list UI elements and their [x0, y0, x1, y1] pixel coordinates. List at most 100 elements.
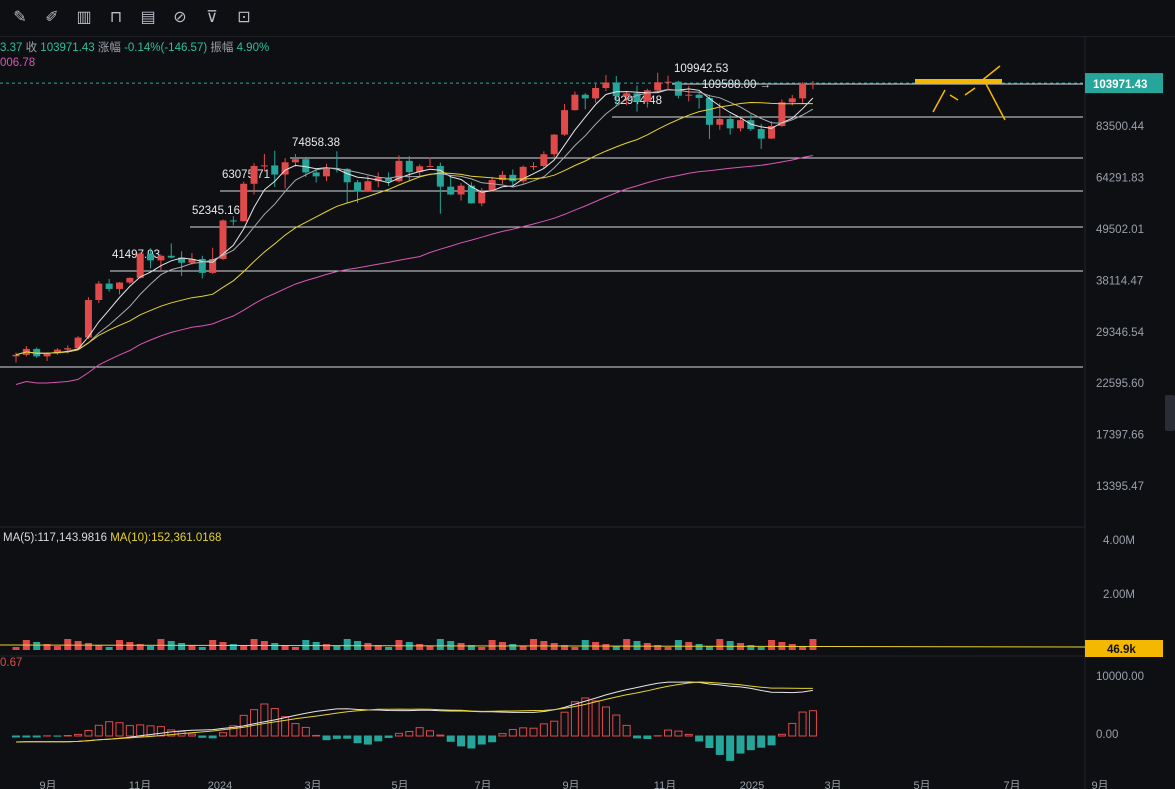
volume-bar — [716, 639, 724, 650]
volume-bar — [240, 646, 248, 650]
macd-value: 0.67 — [0, 657, 23, 669]
ma-value: 006.78 — [0, 57, 36, 69]
candle-body — [623, 93, 631, 97]
price-axis-label: 38114.47 — [1096, 275, 1143, 287]
candle-body — [12, 354, 20, 357]
macd-histogram-bar — [384, 735, 393, 738]
ma5-line — [15, 88, 814, 356]
macd-histogram-bar — [570, 701, 579, 737]
macd-histogram-bar — [446, 735, 455, 742]
macd-dea-line — [15, 681, 813, 743]
macd-histogram-bar — [798, 711, 807, 737]
volume-bar — [385, 647, 393, 650]
volume-bar — [250, 639, 258, 650]
time-axis-label: 3月 — [824, 780, 841, 789]
volume-ma10-label: MA(10):152,361.0168 — [110, 532, 222, 544]
pencil-icon[interactable]: ✎ — [13, 9, 27, 26]
candle-body — [136, 253, 144, 278]
macd-histogram-bar — [601, 706, 610, 737]
macd-histogram-bar — [612, 714, 621, 737]
macd-histogram-bar — [560, 711, 569, 737]
macd-histogram-bar — [746, 735, 755, 751]
candle-body — [84, 299, 92, 338]
macd-histogram-bar — [591, 700, 600, 737]
volume-bar — [333, 646, 341, 650]
candle-body — [768, 125, 776, 139]
time-axis-label: 7月 — [1003, 780, 1020, 789]
macd-histogram-bar — [457, 735, 466, 747]
macd-histogram-bar — [581, 697, 590, 737]
macd-histogram-bar — [550, 720, 559, 737]
filter-icon[interactable]: ⊽ — [206, 9, 218, 26]
magnet-icon[interactable]: ⊘ — [173, 9, 187, 26]
candle-body — [416, 166, 424, 173]
level-label-109588: 109588.00 → — [702, 79, 771, 91]
candle-body — [95, 283, 103, 300]
price-axis-label: 64291.83 — [1096, 173, 1144, 185]
candle-body — [178, 257, 186, 263]
price-axis-label: 83500.44 — [1096, 121, 1145, 133]
candle-body — [705, 97, 713, 125]
candle-body — [33, 348, 41, 357]
volume-bar — [540, 641, 548, 650]
volume-axis-label: 4.00M — [1103, 535, 1135, 547]
volume-bar — [64, 639, 72, 650]
volume-bar — [126, 642, 134, 650]
volume-bar — [674, 640, 682, 650]
macd-histogram-bar — [281, 716, 290, 737]
lock-icon[interactable]: ⊓ — [109, 9, 123, 26]
macd-histogram-bar — [12, 735, 20, 738]
macd-histogram-bar — [115, 722, 124, 737]
macd-histogram-bar — [187, 733, 196, 737]
candle-body — [540, 154, 548, 166]
candle-body — [250, 165, 258, 184]
macd-histogram-bar — [477, 735, 486, 745]
candle-body — [364, 181, 372, 192]
macd-histogram-bar — [84, 729, 93, 737]
macd-histogram-bar — [695, 735, 704, 742]
drawing-toolbar: ✎ ✐ ▥ ⊓ ▤ ⊘ ⊽ ⊡ — [0, 0, 1175, 37]
volume-bar — [188, 645, 196, 650]
macd-histogram-bar — [363, 735, 372, 745]
candle-body — [478, 191, 486, 204]
volume-bar — [12, 647, 20, 650]
macd-histogram-bar — [229, 725, 238, 737]
volume-bar — [147, 646, 155, 650]
candle-body — [509, 174, 517, 182]
volume-ma5-label: MA(5):117,143.9816 — [3, 532, 107, 544]
volume-bar — [157, 639, 165, 650]
candle-body — [737, 120, 744, 129]
candle-body — [695, 94, 703, 98]
macd-histogram-bar — [788, 722, 797, 737]
draw-icon[interactable]: ✐ — [45, 9, 59, 26]
volume-bar — [33, 642, 41, 650]
open-value: 3.37 — [0, 42, 23, 54]
volume-bar — [478, 647, 486, 650]
macd-histogram-bar — [219, 732, 227, 737]
candle-body — [488, 180, 496, 192]
candle-body — [395, 160, 403, 182]
close-value: 103971.43 — [40, 42, 95, 54]
candles-icon[interactable]: ▥ — [76, 9, 92, 26]
note-icon[interactable]: ▤ — [140, 9, 156, 26]
macd-histogram-bar — [374, 735, 383, 742]
time-axis-label: 2024 — [208, 780, 232, 789]
candle-body — [426, 165, 434, 167]
volume-bar — [178, 643, 186, 650]
macd-histogram-bar — [539, 723, 548, 737]
candle-body — [374, 177, 382, 182]
volume-bar — [788, 644, 796, 650]
scroll-handle[interactable] — [1165, 395, 1175, 431]
macd-histogram-bar — [260, 703, 269, 737]
trash-icon[interactable]: ⊡ — [237, 9, 251, 26]
volume-bar — [302, 640, 310, 650]
current-price-badge — [1085, 73, 1163, 94]
candle-body — [778, 102, 786, 126]
time-axis-label: 11月 — [129, 780, 151, 789]
volume-bar — [581, 640, 589, 650]
macd-histogram-bar — [136, 724, 145, 737]
time-axis-label: 3月 — [304, 780, 321, 789]
macd-histogram-bar — [488, 735, 497, 743]
macd-histogram-bar — [353, 735, 362, 744]
